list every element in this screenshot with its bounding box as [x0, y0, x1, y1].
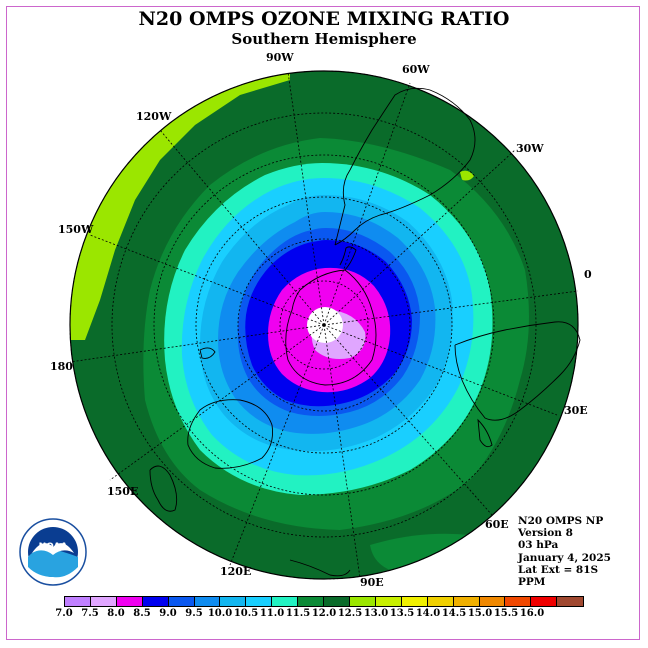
color-swatch: [479, 597, 506, 606]
info-date: January 4, 2025: [518, 551, 611, 564]
color-swatch: [272, 597, 299, 606]
south-america-coast: [334, 87, 476, 246]
color-swatch: [349, 597, 376, 606]
info-version: Version 8: [518, 527, 573, 540]
lon-label-120e: 120E: [220, 565, 251, 578]
color-scale-tick-label: 13.0: [363, 608, 389, 619]
color-swatch: [375, 597, 402, 606]
color-scale-tick-label: 11.0: [259, 608, 285, 619]
info-pressure: 03 hPa: [518, 539, 559, 552]
color-scale-tick-label: 14.5: [441, 608, 467, 619]
color-swatch: [142, 597, 169, 606]
noaa-logo: NOAA: [19, 518, 87, 586]
color-swatch: [453, 597, 480, 606]
lon-label-30e: 30E: [564, 404, 588, 417]
new-zealand-coast: [199, 347, 216, 359]
color-scale-tick-label: 16.0: [519, 608, 545, 619]
contour-band-12-5: [70, 72, 290, 340]
lon-label-60w: 60W: [402, 63, 430, 76]
color-scale-tick-label: 13.5: [389, 608, 415, 619]
coastlines: [149, 87, 581, 577]
color-scale-tick-label: 8.0: [107, 608, 125, 619]
lon-label-60e: 60E: [485, 518, 509, 531]
color-swatch: [298, 597, 325, 606]
globe-outline: [69, 70, 579, 580]
madagascar-coast: [477, 418, 493, 448]
noaa-logo-text: NOAA: [39, 542, 68, 552]
antarctic-peninsula: [339, 246, 357, 271]
info-lat-ext: Lat Ext = 81S: [518, 563, 599, 576]
color-scale-tick-label: 12.5: [337, 608, 363, 619]
color-swatch: [505, 597, 532, 606]
lon-label-180: 180: [50, 360, 73, 373]
color-swatch: [427, 597, 454, 606]
info-units: PPM: [518, 576, 546, 589]
lon-label-150e: 150E: [107, 485, 138, 498]
color-swatch: [220, 597, 247, 606]
color-swatch: [116, 597, 143, 606]
color-swatch: [194, 597, 221, 606]
africa-coast: [454, 321, 581, 421]
color-scale-tick-label: 10.0: [207, 608, 233, 619]
info-block: N20 OMPS NP Version 8 03 hPa January 4, …: [518, 515, 611, 588]
color-scale-tick-label: 14.0: [415, 608, 441, 619]
color-swatch: [557, 597, 584, 606]
lon-label-0: 0: [584, 268, 592, 281]
lon-label-90e: 90E: [360, 576, 384, 589]
color-swatch: [65, 597, 91, 606]
australia-coast: [187, 399, 273, 469]
color-scale-tick-label: 9.5: [185, 608, 203, 619]
color-swatch: [246, 597, 273, 606]
color-scale-tick-label: 12.0: [311, 608, 337, 619]
antarctica-coast: [285, 269, 377, 386]
lon-label-90w: 90W: [266, 51, 294, 64]
color-scale-labels: 7.0 7.5 8.0 8.5 9.0 9.5 10.0 10.5 11.0 11.5 12.0 12…: [55, 608, 584, 622]
lon-label-150w: 150W: [58, 223, 94, 236]
color-scale-tick-label: 9.0: [159, 608, 177, 619]
color-scale-tick-label: 15.5: [493, 608, 519, 619]
lon-label-120w: 120W: [136, 110, 172, 123]
color-scale-tick-label: 15.0: [467, 608, 493, 619]
color-swatch: [324, 597, 350, 606]
page-subtitle: Southern Hemisphere: [231, 30, 417, 48]
color-scale-tick-label: 10.5: [233, 608, 259, 619]
color-swatch: [401, 597, 428, 606]
page-title: N20 OMPS OZONE MIXING RATIO: [138, 8, 510, 30]
info-satellite: N20 OMPS NP: [518, 515, 604, 527]
color-swatch: [168, 597, 195, 606]
lon-label-30w: 30W: [516, 142, 544, 155]
asia-coast: [289, 559, 351, 577]
color-swatch: [531, 597, 558, 606]
color-scale-tick-label: 11.5: [285, 608, 311, 619]
contour-band-12-5-small: [460, 170, 474, 181]
color-scale-bar: [64, 596, 584, 607]
color-scale-tick-label: 7.0: [55, 608, 73, 619]
indonesia-coast: [149, 465, 178, 512]
longitude-labels: 0 30E 60E 90E 120E 150E 180 150W 120W 90…: [50, 51, 592, 589]
color-swatch: [90, 597, 117, 606]
color-scale-tick-label: 8.5: [133, 608, 151, 619]
ozone-field: [70, 71, 578, 579]
color-scale-tick-label: 7.5: [81, 608, 99, 619]
